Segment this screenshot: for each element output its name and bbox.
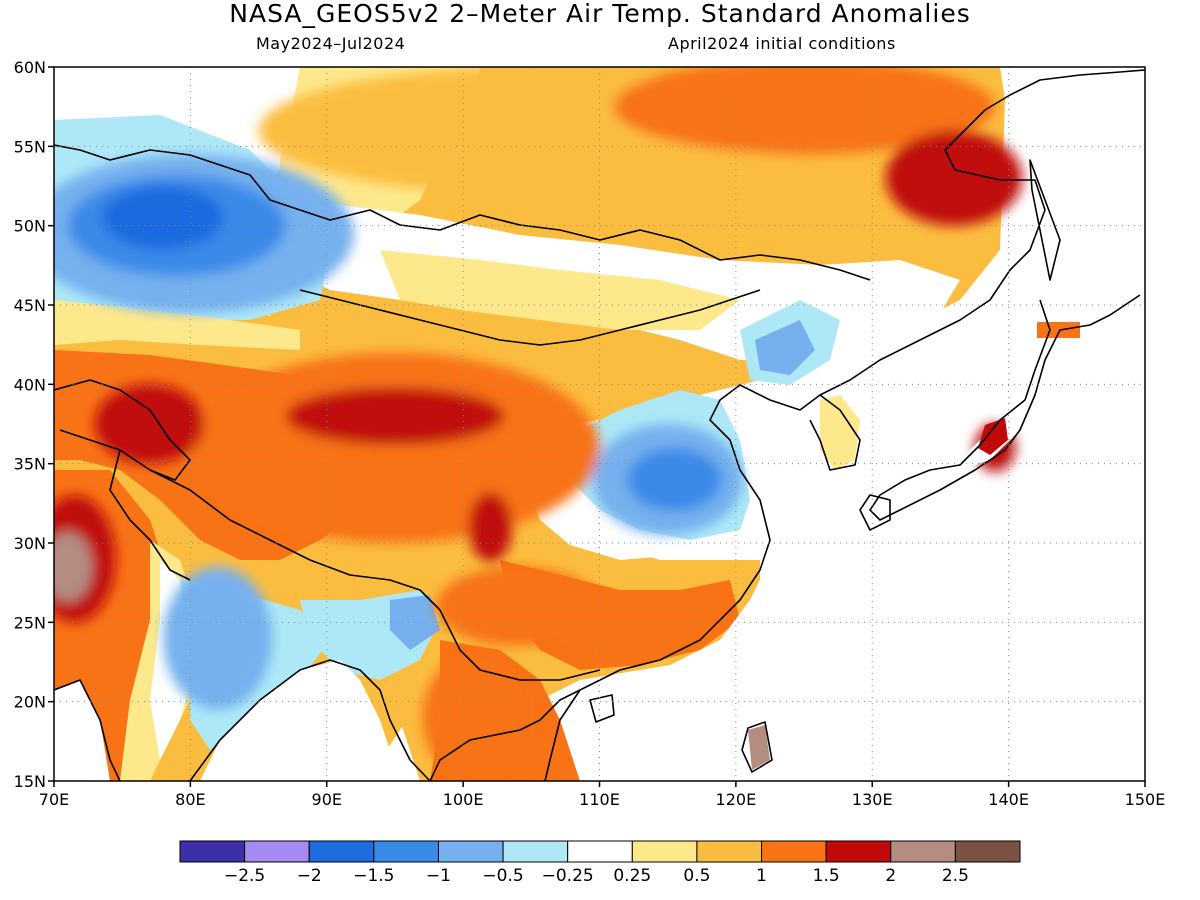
lon-tick-label: 100E [443, 790, 484, 809]
hainan-coast [589, 694, 615, 723]
lat-tick-label: 25N [14, 613, 46, 632]
bay-of-bengal [200, 660, 400, 781]
lat-tick-label: 40N [14, 375, 46, 394]
lon-tick-label: 70E [39, 790, 69, 809]
japan-coast [869, 294, 1141, 521]
colorbar-swatch [954, 840, 1021, 863]
china-southwest-border [439, 609, 601, 681]
west-siberia-white [54, 67, 300, 120]
lat-tick-label: 60N [14, 58, 46, 77]
colorbar-label: −2.5 [224, 866, 265, 886]
colorbar-swatch [825, 840, 892, 863]
japan-hot-spot [978, 418, 1008, 455]
blue-northeast [755, 320, 815, 375]
south-asia-coast [54, 679, 121, 781]
longitude-axis: 70E 80E 90E 100E 110E 120E 130E 140E 150E [39, 781, 1166, 809]
colorbar-swatch [244, 840, 310, 863]
lon-tick-label: 90E [312, 790, 342, 809]
lat-tick-label: 45N [14, 296, 46, 315]
yellow-southwest [54, 300, 300, 350]
lat-tick-label: 30N [14, 534, 46, 553]
lon-tick-label: 110E [579, 790, 620, 809]
anomaly-region-tibet-hot [285, 387, 505, 445]
korea-coast [809, 394, 861, 471]
plot-area [54, 67, 1145, 781]
lon-tick-label: 140E [988, 790, 1029, 809]
lon-tick-label: 150E [1125, 790, 1166, 809]
colorbar-label: −1 [426, 866, 451, 886]
lat-tick-label: 20N [14, 693, 46, 712]
lat-tick-label: 50N [14, 217, 46, 236]
colorbar-label: −0.5 [482, 866, 523, 886]
light-warm-mongolia [380, 250, 740, 330]
anomaly-region-tibet-warm [190, 352, 600, 543]
sakhalin-coast [1029, 159, 1061, 281]
colorbar-label: −0.25 [542, 866, 594, 886]
arabian-sea [54, 680, 110, 781]
kyushu-coast [859, 494, 891, 531]
anomaly-region-india-cool [163, 566, 273, 710]
east-asia-coast [544, 69, 1145, 781]
anomaly-region-east-china-core [626, 447, 723, 512]
anomaly-region-northeast-china-hot [885, 130, 1023, 226]
tibet-border [149, 469, 441, 611]
anomaly-cores [54, 67, 1023, 781]
lat-tick-label: 35N [14, 455, 46, 474]
hokkaido-hot [1037, 322, 1080, 338]
colorbar-label: −1.5 [353, 866, 394, 886]
colorbar-swatch [502, 840, 569, 863]
colorbar-label: 0.5 [683, 866, 710, 886]
colorbar-swatch [696, 840, 763, 863]
colorbar-swatch [437, 840, 504, 863]
colorbar-label: −2 [297, 866, 322, 886]
colorbar-swatch [567, 840, 633, 863]
colorbar-swatch [890, 840, 956, 863]
indochina-coast [429, 689, 581, 781]
colorbar-swatch [631, 840, 698, 863]
anomaly-region-pakistan-extreme [54, 531, 93, 602]
lon-tick-label: 120E [716, 790, 757, 809]
colorbar-swatch [373, 840, 439, 863]
anomaly-region-indochina-hot [422, 654, 532, 781]
ocean-mask [54, 67, 1145, 781]
india-border [109, 449, 191, 581]
colorbar-swatch [179, 840, 246, 863]
pacific-ocean [590, 67, 1145, 781]
taiwan-fill [748, 725, 770, 770]
lat-tick-label: 15N [14, 772, 46, 791]
lat-lon-grid [54, 67, 1145, 781]
colorbar: −2.5 −2 −1.5 −1 −0.5 −0.25 0.25 0.5 1 1.5 2 2.5 [179, 840, 1021, 886]
colorbar-label: 2 [885, 866, 896, 886]
lon-tick-label: 80E [175, 790, 205, 809]
anomaly-region-south-china-hot [435, 566, 600, 647]
colorbar-swatch [761, 840, 827, 863]
colorbar-label: 0.25 [613, 866, 651, 886]
central-asia-border [54, 379, 191, 481]
mongolia-border [299, 289, 761, 346]
colorbar-label: 2.5 [942, 866, 969, 886]
latitude-axis: 60N 55N 50N 45N 40N 35N 30N 25N 20N 15N [14, 58, 54, 791]
colorbar-label: 1.5 [813, 866, 840, 886]
korea-fill [820, 395, 860, 470]
kazakh-border [54, 144, 871, 281]
colorbar-label: 1 [756, 866, 767, 886]
anomaly-region-tarim-hot [94, 384, 205, 464]
map-title: NASA_GEOS5v2 2–Meter Air Temp. Standard … [229, 0, 971, 28]
anomaly-region-sichuan-hot [468, 492, 513, 563]
taiwan-coast [741, 721, 773, 773]
coastlines [54, 69, 1145, 781]
anomaly-region-east-siberia-hot [613, 67, 995, 155]
lat-tick-label: 55N [14, 137, 46, 156]
forecast-period: May2024–Jul2024 [256, 34, 406, 53]
lon-tick-label: 130E [852, 790, 893, 809]
anomaly-region-kazakhstan-center [101, 186, 225, 250]
colorbar-swatch [308, 840, 375, 863]
initial-conditions: April2024 initial conditions [668, 34, 896, 53]
bay-bengal-coast [189, 659, 431, 781]
japan-fill [960, 330, 1040, 470]
